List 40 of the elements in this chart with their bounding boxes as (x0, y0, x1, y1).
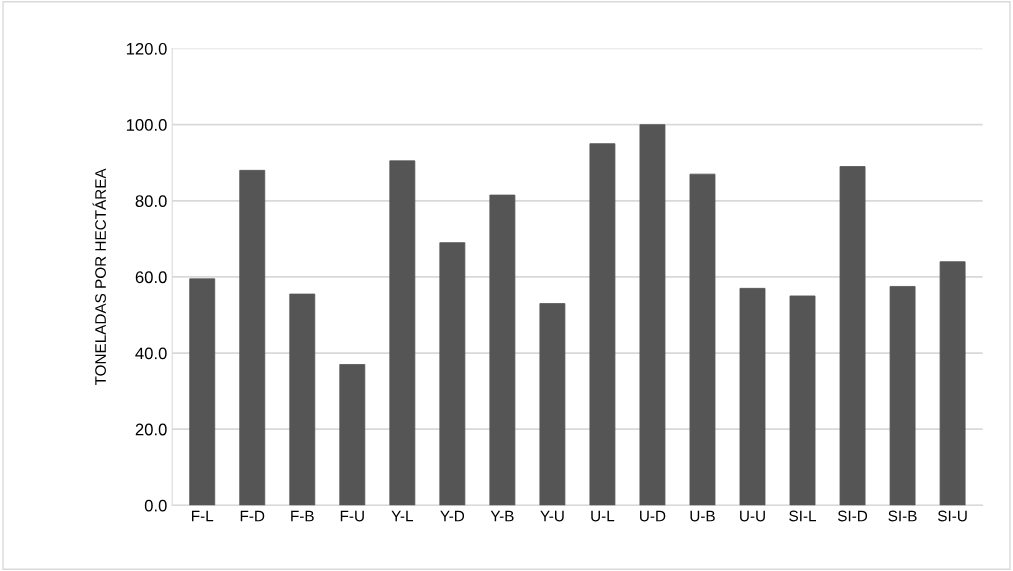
bar (889, 286, 916, 506)
x-tick-label: SI-U (938, 510, 967, 522)
y-tick-label: 20.0 (135, 423, 167, 436)
y-axis-title: TONELADAS POR HECTÁREA (92, 168, 106, 386)
bar (489, 194, 516, 506)
x-tick-label: F-B (291, 510, 314, 522)
y-tick-label: 80.0 (135, 195, 167, 207)
x-tick-label: SI-D (837, 510, 868, 522)
bar (939, 261, 966, 506)
y-tick-label: 0.0 (144, 499, 167, 512)
bar (439, 242, 466, 506)
x-tick-label: U-B (690, 510, 715, 522)
bar (739, 287, 766, 506)
x-tick-label: Y-U (540, 510, 564, 522)
x-tick-label: SI-L (789, 510, 817, 522)
bar (839, 166, 866, 506)
y-tick-label: 120.0 (126, 42, 167, 55)
bar (339, 364, 366, 506)
bar (689, 173, 716, 506)
x-tick-label: SI-B (888, 510, 917, 522)
x-tick-label: F-L (192, 510, 214, 522)
x-tick-label: Y-B (490, 510, 514, 522)
bar (289, 293, 316, 506)
x-tick-label: Y-L (391, 510, 414, 522)
x-tick-label: F-U (340, 510, 364, 522)
x-tick-label: U-D (640, 510, 666, 522)
bar (189, 278, 216, 506)
bar (589, 143, 616, 506)
x-tick-label: U-U (740, 510, 765, 522)
x-tick-label: F-D (240, 510, 265, 522)
y-tick-label: 100.0 (126, 119, 167, 131)
bar (539, 303, 566, 506)
bar (239, 169, 266, 506)
bar (389, 160, 416, 506)
y-tick-label: 60.0 (135, 271, 167, 284)
bar (789, 295, 816, 506)
x-tick-label: Y-D (440, 510, 465, 522)
y-tick-label: 40.0 (135, 347, 167, 360)
x-tick-label: U-L (591, 510, 615, 522)
bar (639, 124, 666, 506)
